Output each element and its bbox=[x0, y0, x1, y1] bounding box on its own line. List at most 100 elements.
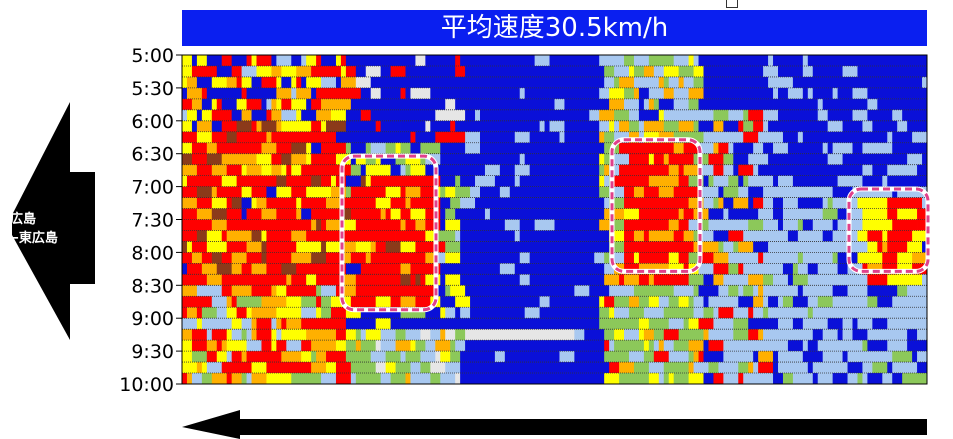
heatmap-cell bbox=[599, 307, 610, 319]
heatmap-cell bbox=[365, 208, 382, 220]
heatmap-cell bbox=[773, 98, 789, 111]
heatmap-cell bbox=[822, 373, 834, 385]
heatmap-cell bbox=[360, 318, 377, 330]
heatmap-cell bbox=[321, 296, 332, 308]
heatmap-cell bbox=[281, 241, 297, 253]
heatmap-cell bbox=[256, 219, 272, 231]
heatmap-cell bbox=[648, 153, 655, 166]
heatmap-cell bbox=[544, 329, 550, 341]
y-tick-label: 6:30 bbox=[131, 144, 174, 166]
heatmap-cell bbox=[435, 131, 451, 144]
heatmap-cell bbox=[912, 153, 923, 166]
heatmap-cell bbox=[832, 164, 843, 177]
heatmap-cell bbox=[544, 230, 550, 242]
heatmap-cell bbox=[430, 362, 446, 374]
heatmap-cell bbox=[365, 252, 372, 264]
heatmap-cell bbox=[494, 252, 501, 264]
heatmap-cell bbox=[653, 329, 665, 341]
heatmap-cell bbox=[822, 362, 834, 374]
heatmap-cell bbox=[797, 186, 809, 198]
heatmap-cell bbox=[350, 98, 367, 111]
heatmap-cell bbox=[484, 208, 491, 220]
heatmap-cell bbox=[191, 55, 198, 67]
heatmap-cell bbox=[276, 362, 282, 374]
heatmap-cell bbox=[326, 153, 337, 166]
heatmap-cell bbox=[877, 109, 888, 122]
heatmap-cell bbox=[668, 373, 675, 385]
heatmap-cell bbox=[658, 296, 670, 308]
heatmap-cell bbox=[877, 65, 883, 78]
heatmap-cell bbox=[529, 340, 536, 352]
heatmap-cell bbox=[311, 340, 322, 352]
heatmap-cell bbox=[753, 164, 759, 177]
heatmap-cell bbox=[455, 186, 471, 198]
heatmap-cell bbox=[549, 230, 560, 242]
heatmap-cell bbox=[306, 76, 322, 89]
heatmap-cell bbox=[658, 186, 675, 198]
heatmap-cell bbox=[872, 252, 883, 264]
heatmap-cell bbox=[340, 65, 347, 78]
heatmap-cell bbox=[653, 208, 670, 220]
heatmap-cell bbox=[296, 208, 302, 220]
heatmap-cell bbox=[802, 98, 819, 111]
heatmap-cell bbox=[226, 340, 238, 352]
heatmap-cell bbox=[529, 164, 540, 177]
heatmap-cell bbox=[246, 351, 257, 363]
heatmap-cell bbox=[271, 55, 277, 67]
heatmap-cell bbox=[301, 164, 317, 177]
heatmap-cell bbox=[211, 164, 228, 177]
heatmap-cell bbox=[276, 55, 292, 67]
heatmap-cell bbox=[405, 164, 411, 177]
heatmap-cell bbox=[201, 263, 218, 275]
heatmap-cell bbox=[326, 252, 332, 264]
heatmap-cell bbox=[559, 362, 575, 374]
heatmap-cell bbox=[753, 76, 759, 89]
heatmap-cell bbox=[301, 131, 317, 144]
heatmap-cell bbox=[201, 373, 213, 385]
heatmap-cell bbox=[807, 274, 819, 286]
heatmap-cell bbox=[395, 362, 411, 374]
heatmap-cell bbox=[703, 98, 714, 111]
heatmap-cell bbox=[261, 76, 267, 89]
heatmap-cell bbox=[395, 318, 401, 330]
heatmap-cell bbox=[355, 340, 362, 352]
heatmap-cell bbox=[499, 263, 516, 275]
heatmap-cell bbox=[291, 120, 297, 133]
heatmap-cell bbox=[296, 120, 312, 133]
heatmap-cell bbox=[430, 65, 436, 78]
heatmap-cell bbox=[693, 120, 699, 133]
heatmap-cell bbox=[182, 55, 193, 67]
heatmap-cell bbox=[663, 65, 680, 78]
heatmap-cell bbox=[455, 208, 471, 220]
heatmap-cell bbox=[748, 318, 764, 330]
heatmap-cell bbox=[827, 307, 843, 319]
heatmap-cell bbox=[703, 186, 719, 198]
heatmap-cell bbox=[251, 230, 257, 242]
heatmap-cell bbox=[773, 285, 779, 297]
heatmap-cell bbox=[792, 307, 809, 319]
heatmap-cell bbox=[415, 175, 431, 187]
heatmap-cell bbox=[380, 219, 387, 231]
heatmap-cell bbox=[619, 285, 635, 297]
heatmap-cell bbox=[450, 164, 461, 177]
heatmap-cell bbox=[196, 197, 213, 209]
heatmap-cell bbox=[678, 76, 685, 89]
heatmap-cell bbox=[887, 208, 898, 220]
heatmap-cell bbox=[753, 142, 764, 155]
heatmap-cell bbox=[534, 340, 550, 352]
heatmap-cell bbox=[872, 318, 888, 330]
heatmap-cell bbox=[206, 142, 218, 155]
heatmap-cell bbox=[494, 76, 501, 89]
heatmap-cell bbox=[643, 340, 650, 352]
heatmap-cell bbox=[763, 296, 769, 308]
heatmap-cell bbox=[897, 230, 913, 242]
heatmap-cell bbox=[653, 65, 665, 78]
heatmap-cell bbox=[211, 175, 223, 187]
heatmap-cell bbox=[902, 142, 913, 155]
heatmap-cell bbox=[897, 76, 913, 89]
heatmap-cell bbox=[763, 65, 779, 78]
heatmap-cell bbox=[807, 142, 824, 155]
heatmap-cell bbox=[768, 55, 774, 67]
heatmap-cell bbox=[400, 219, 406, 231]
heatmap-cell bbox=[678, 241, 685, 253]
